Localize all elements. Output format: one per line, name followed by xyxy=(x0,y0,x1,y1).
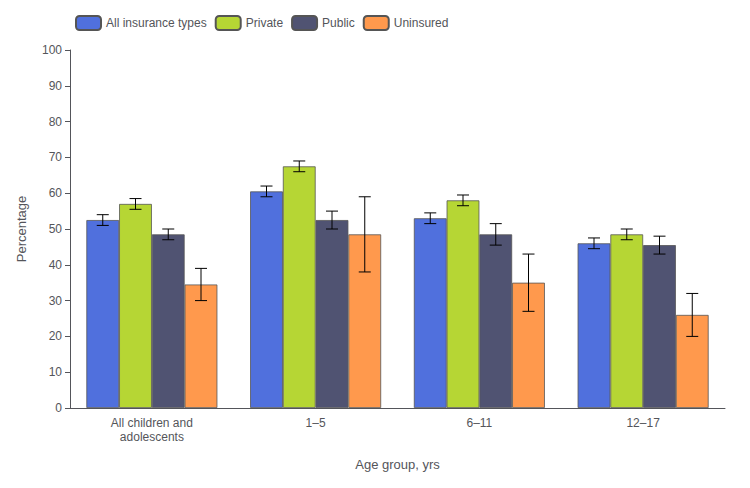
svg-text:Uninsured: Uninsured xyxy=(394,16,449,30)
svg-text:All children and: All children and xyxy=(111,416,193,430)
svg-text:6–11: 6–11 xyxy=(466,416,492,430)
svg-text:Age group, yrs: Age group, yrs xyxy=(355,457,440,472)
svg-text:30: 30 xyxy=(49,294,63,308)
svg-text:0: 0 xyxy=(55,401,62,415)
svg-text:40: 40 xyxy=(49,258,63,272)
svg-text:50: 50 xyxy=(49,222,63,236)
svg-text:Private: Private xyxy=(246,16,284,30)
svg-text:1–5: 1–5 xyxy=(306,416,326,430)
svg-text:70: 70 xyxy=(49,150,63,164)
svg-text:Public: Public xyxy=(322,16,355,30)
svg-text:12–17: 12–17 xyxy=(626,416,660,430)
svg-text:80: 80 xyxy=(49,115,63,129)
svg-text:All insurance types: All insurance types xyxy=(106,16,207,30)
svg-text:Percentage: Percentage xyxy=(14,196,29,263)
svg-text:90: 90 xyxy=(49,79,63,93)
svg-text:60: 60 xyxy=(49,186,63,200)
svg-text:100: 100 xyxy=(42,43,62,57)
svg-text:20: 20 xyxy=(49,329,63,343)
svg-text:adolescents: adolescents xyxy=(120,430,184,444)
svg-text:10: 10 xyxy=(49,365,63,379)
